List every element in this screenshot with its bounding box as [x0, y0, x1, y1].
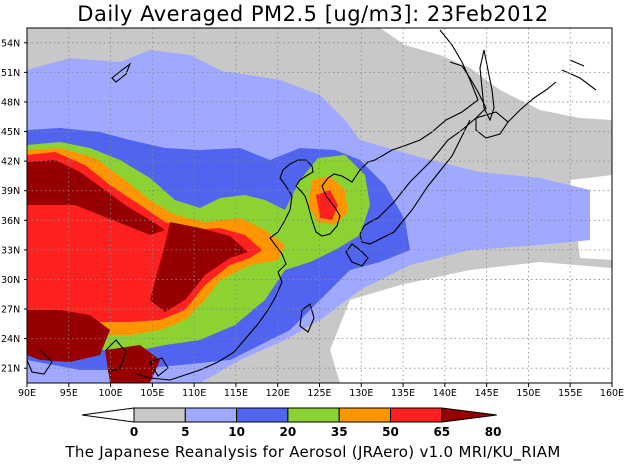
coastline-indochina [27, 339, 127, 375]
colorbar-arrow-left [81, 407, 135, 423]
lon-label: 125E [307, 388, 331, 399]
coastline-japan [359, 61, 487, 245]
colorbar-tick-label: 0 [130, 425, 138, 439]
lon-label: 110E [182, 388, 206, 399]
pm25-band-above-80-southwest [27, 310, 110, 362]
coastline-china-korea [135, 29, 479, 381]
lon-label: 120E [266, 388, 290, 399]
colorbar-segment [133, 407, 186, 423]
pm25-band-65-80-korea [316, 190, 338, 220]
lat-label: 51N [1, 68, 20, 79]
lon-label: 135E [391, 388, 415, 399]
colorbar-tick-label: 65 [433, 425, 450, 439]
coastline-taiwan [299, 303, 315, 333]
colorbar-tick-label: 35 [331, 425, 348, 439]
lon-label: 150E [516, 388, 540, 399]
lake-baikal [111, 62, 132, 83]
lat-label: 30N [1, 275, 20, 286]
colorbar-segment [287, 407, 340, 423]
lon-label: 155E [558, 388, 582, 399]
lon-label: 115E [224, 388, 248, 399]
colorbar-tick-label: 20 [280, 425, 297, 439]
lat-label: 21N [1, 364, 20, 375]
coastline-kuril [507, 81, 557, 123]
lat-label: 48N [1, 97, 20, 108]
colorbar-segment [184, 407, 238, 423]
colorbar-tick-label: 10 [228, 425, 245, 439]
lat-label: 24N [1, 334, 20, 345]
pm25-contour-fill [27, 28, 612, 383]
lon-label: 90E [18, 388, 36, 399]
colorbar-tick-label: 50 [382, 425, 399, 439]
lon-label: 145E [475, 388, 499, 399]
lon-label: 105E [140, 388, 164, 399]
lon-label: 100E [99, 388, 123, 399]
lon-label: 95E [60, 388, 78, 399]
lon-label: 130E [349, 388, 373, 399]
coastline-sakhalin [479, 49, 495, 122]
lon-label: 140E [433, 388, 457, 399]
page-title: Daily Averaged PM2.5 [ug/m3]: 23Feb2012 [77, 2, 549, 26]
lat-label: 42N [1, 157, 20, 168]
colorbar-arrow-right [441, 407, 497, 423]
colorbar-tick-label: 5 [181, 425, 189, 439]
lat-label: 45N [1, 127, 20, 138]
lat-lon-grid [27, 28, 612, 383]
lat-label: 36N [1, 216, 20, 227]
lon-labels: 90E 95E 100E 105E 110E 115E 120E 125E 130E 135E 14… [18, 383, 624, 399]
lat-label: 54N [1, 38, 20, 49]
coastline-hokkaido [475, 111, 509, 139]
lat-label: 27N [1, 305, 20, 316]
clean-air-region-north [380, 28, 612, 120]
credit-line: The Japanese Reanalysis for Aerosol (JRA… [65, 443, 561, 461]
pm25-band-10-20-north [120, 50, 260, 100]
pm25-band-above-80-central [150, 222, 248, 312]
lon-label: 160E [600, 388, 624, 399]
lat-labels: 21N 24N 27N 30N 33N 36N 39N 42N 45N 48N 51N 54N [1, 38, 27, 375]
clean-air-region-south [330, 262, 612, 383]
colorbar-segment [390, 407, 443, 423]
lat-label: 39N [1, 186, 20, 197]
pm25-band-above-80-south [105, 345, 160, 383]
colorbar: 0 5 10 20 35 50 65 80 [81, 407, 502, 439]
pm25-band-above-80 [27, 160, 165, 235]
lat-label: 33N [1, 245, 20, 256]
colorbar-segment [236, 407, 289, 423]
colorbar-tick-label: 80 [485, 425, 502, 439]
colorbar-segment [338, 407, 392, 423]
